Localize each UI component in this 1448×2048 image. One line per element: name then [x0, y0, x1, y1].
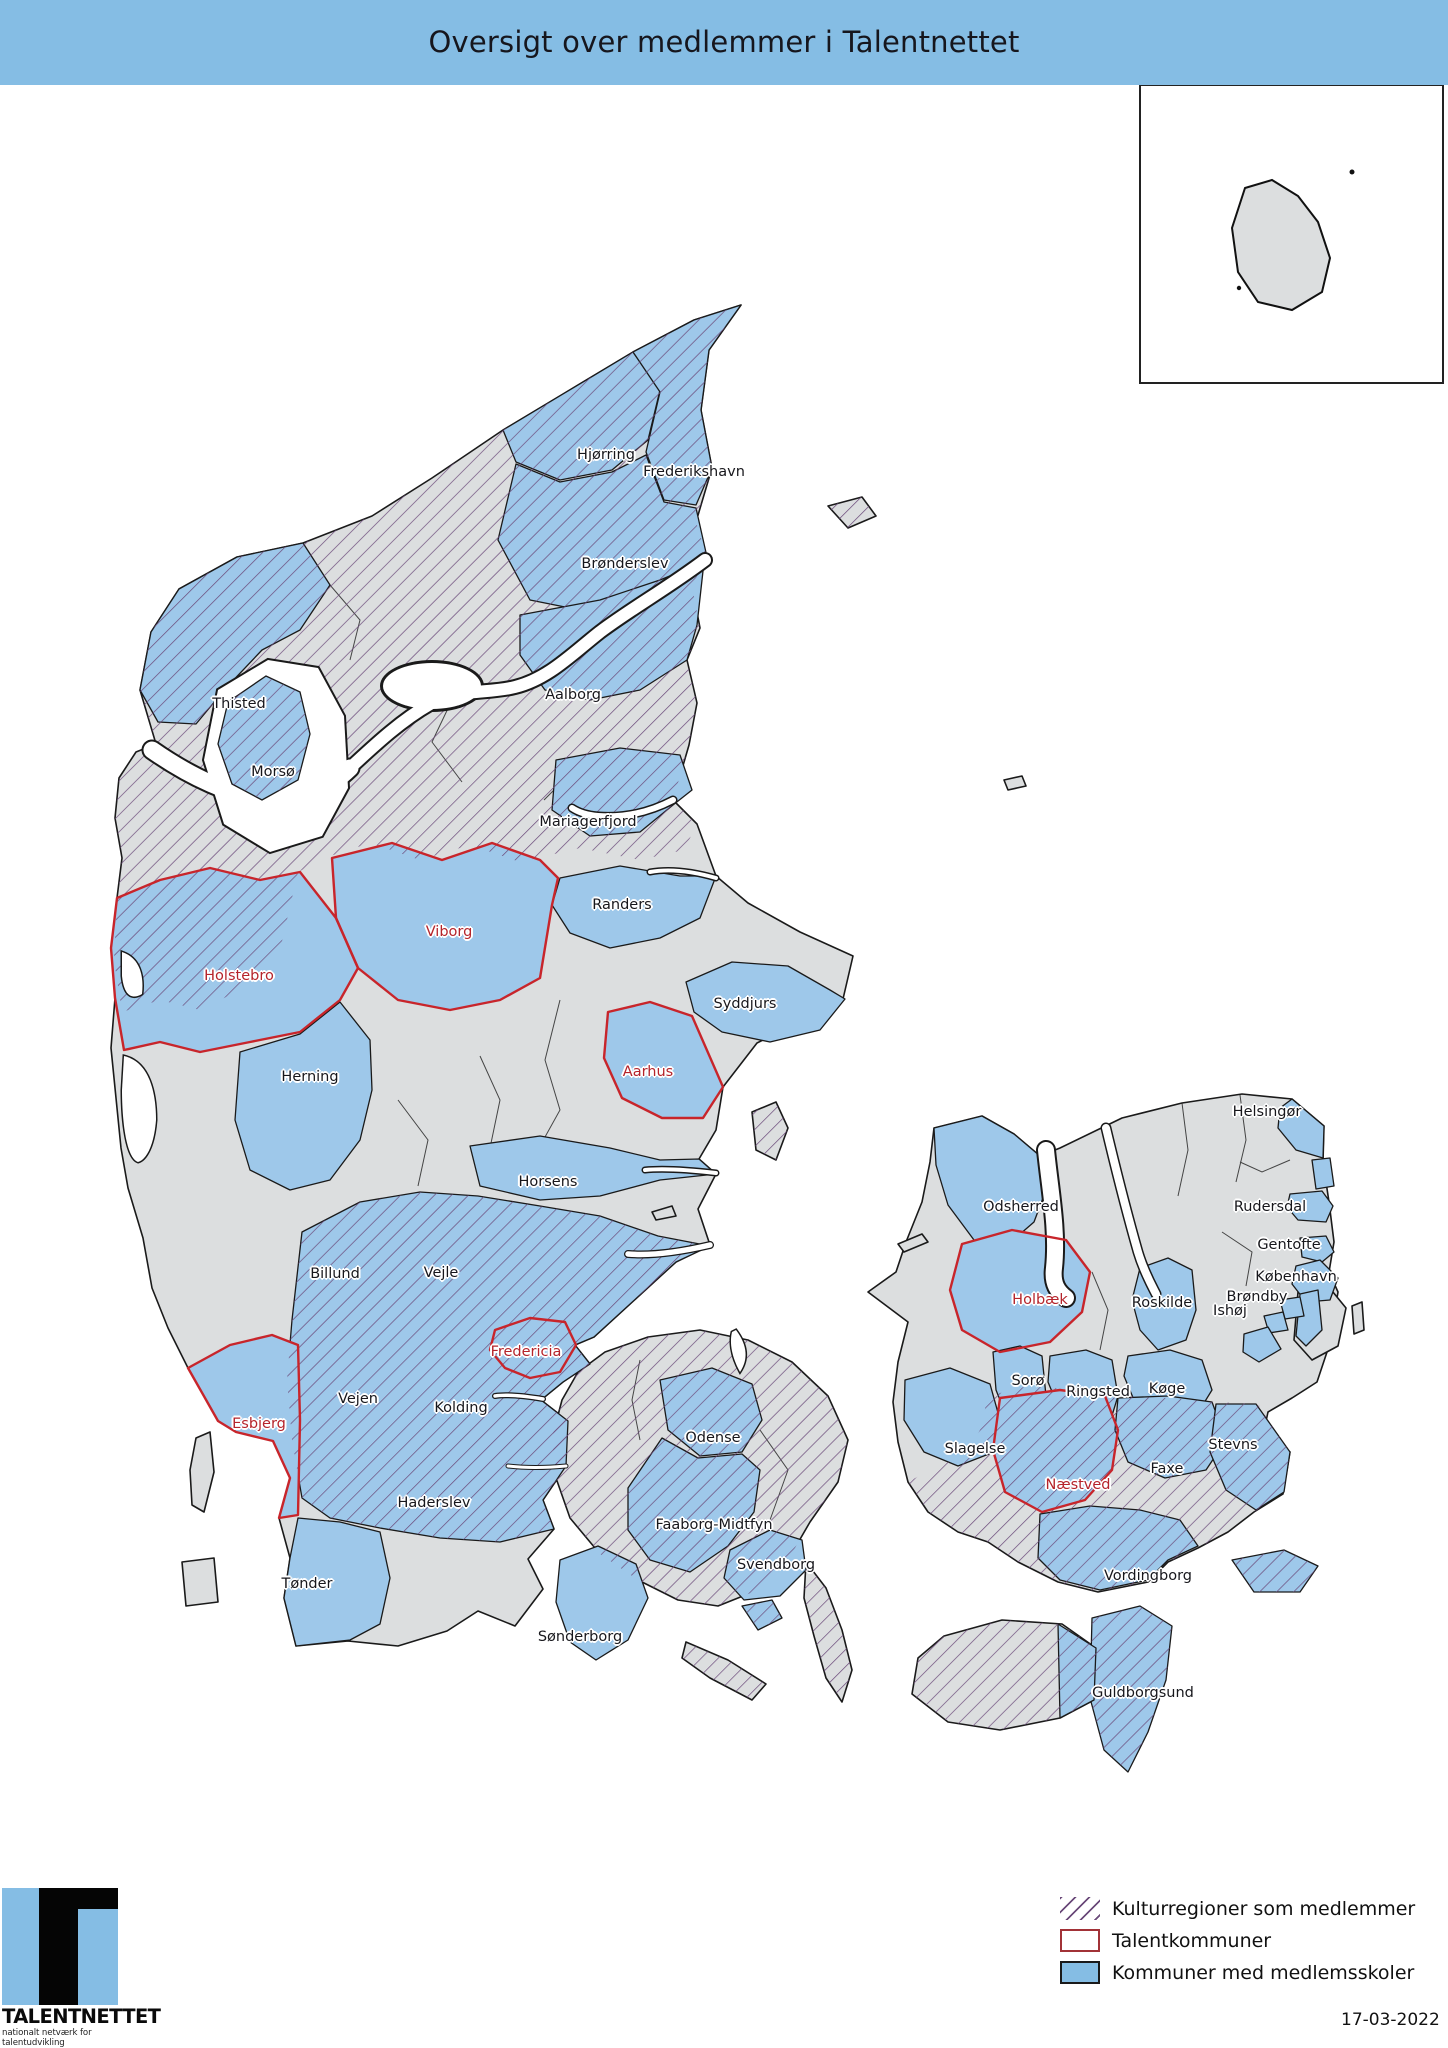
inset-bornholm — [1139, 84, 1444, 384]
island-saltholm — [1351, 1301, 1365, 1335]
talentnettet-logo-icon — [2, 1888, 118, 2005]
legend-item-kulturregioner: Kulturregioner som medlemmer — [1060, 1896, 1415, 1921]
municipality-syddjurs — [685, 961, 846, 1043]
municipality-herning — [234, 1001, 373, 1191]
municipality-helsingor — [1277, 1098, 1325, 1159]
red-outline-swatch-icon — [1060, 1929, 1100, 1952]
legend-item-medlemsskoler: Kommuner med medlemsskoler — [1060, 1960, 1415, 1985]
island-fano — [189, 1431, 215, 1513]
page-title: Oversigt over medlemmer i Talentnettet — [428, 25, 1020, 59]
legend-label: Kommuner med medlemsskoler — [1112, 1961, 1415, 1984]
hatch-swatch-icon — [1060, 1897, 1100, 1920]
talentnettet-logo: TALENTNETTET nationalt netværk for talen… — [2, 1888, 161, 2048]
title-bar: Oversigt over medlemmer i Talentnettet — [0, 0, 1448, 85]
municipality-kobenhavn — [1291, 1259, 1339, 1303]
blue-fill-swatch-icon — [1060, 1961, 1100, 1984]
legend-item-talentkommuner: Talentkommuner — [1060, 1928, 1415, 1953]
kulturregion-fyn — [552, 1330, 848, 1606]
logo-tagline: nationalt netværk for talentudvikling — [2, 2027, 92, 2048]
island-romo — [181, 1557, 219, 1607]
municipality-tonder — [283, 1517, 391, 1647]
talent-border-fredericia — [488, 1316, 578, 1380]
date-stamp: 17-03-2022 — [1341, 2010, 1440, 2030]
island-anholt — [1003, 775, 1027, 791]
municipality-morso — [217, 675, 311, 801]
municipality-kobenhavn-amager — [1295, 1289, 1323, 1347]
legend: Kulturregioner som medlemmer Talentkommu… — [1060, 1896, 1415, 1992]
island-christianso — [1349, 169, 1355, 175]
kulturregion-sydjylland — [287, 1192, 710, 1542]
kulturregion-sydsjaelland — [908, 1386, 1290, 1592]
island-bornholm — [1230, 178, 1332, 312]
talent-border-naestved — [991, 1388, 1120, 1514]
talent-border-holbaek — [948, 1228, 1092, 1354]
legend-label: Talentkommuner — [1112, 1929, 1272, 1952]
talent-borders — [109, 841, 1120, 1520]
legend-label: Kulturregioner som medlemmer — [1112, 1897, 1416, 1920]
municipality-rudersdal — [1286, 1190, 1334, 1223]
talent-border-aarhus — [602, 1000, 725, 1120]
talent-border-viborg — [330, 841, 560, 1012]
talent-border-holstebro — [109, 866, 360, 1054]
island-sejero — [897, 1233, 929, 1253]
municipality-odsherred — [933, 1115, 1047, 1249]
logo-name: TALENTNETTET — [2, 2005, 161, 2028]
talent-border-esbjerg — [186, 1333, 302, 1520]
municipality-greve — [1242, 1326, 1282, 1363]
municipality-horsholm — [1311, 1157, 1335, 1190]
island-endelave — [651, 1205, 677, 1221]
municipality-gentofte — [1299, 1235, 1335, 1263]
